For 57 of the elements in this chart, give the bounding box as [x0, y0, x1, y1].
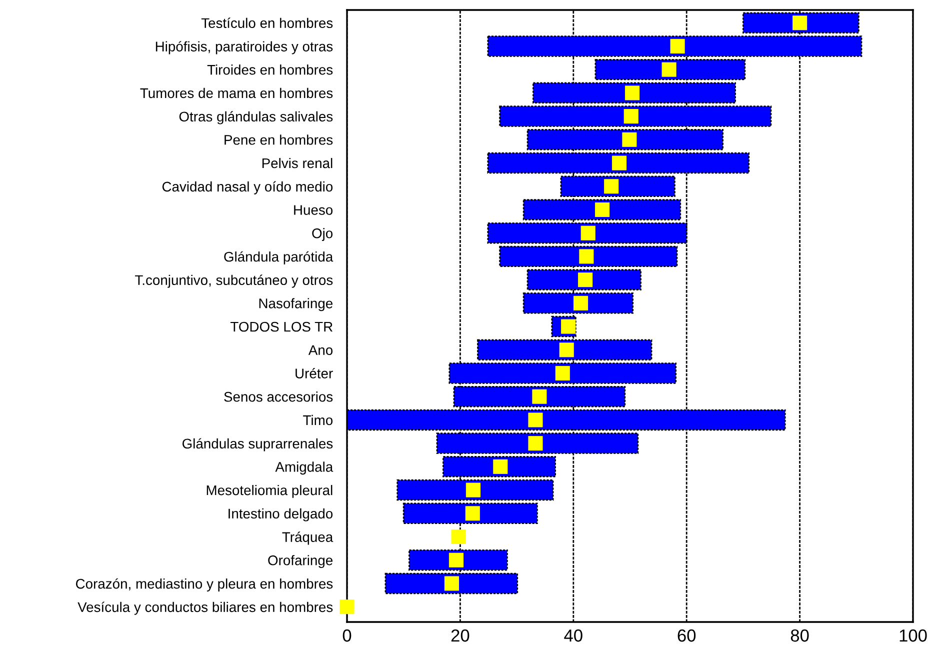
x-tick-label: 20: [451, 629, 470, 642]
point: [465, 506, 480, 521]
y-tick-label: Tráquea: [282, 532, 334, 545]
y-tick-label: Pelvis renal: [262, 158, 332, 168]
point: [493, 459, 508, 474]
point: [466, 482, 480, 498]
x-tick-label: 40: [564, 629, 582, 642]
point: [579, 249, 594, 264]
point: [340, 600, 354, 614]
point: [604, 179, 619, 194]
point: [662, 62, 676, 77]
y-tick-label: Intestino delgado: [228, 508, 333, 522]
y-tick-label: Nasofaringe: [259, 298, 332, 312]
y-tick-label: Senos accesorios: [224, 392, 333, 402]
point: [559, 342, 574, 358]
y-tick-label: Uréter: [296, 368, 333, 378]
point: [528, 436, 543, 451]
y-tick-label: Testículo en hombres: [201, 18, 333, 28]
y-tick-label: Glándulas suprarrenales: [182, 438, 333, 452]
point: [624, 86, 640, 100]
point: [532, 389, 547, 404]
point: [444, 576, 459, 591]
y-tick-label: Hipófisis, paratiroides y otras: [156, 41, 333, 54]
y-tick-label: Ano: [308, 345, 333, 356]
point: [573, 296, 588, 310]
y-tick-label: Pene en hombres: [224, 134, 333, 145]
point: [624, 109, 638, 124]
point: [448, 552, 464, 568]
point: [555, 366, 570, 381]
point: [792, 16, 808, 30]
point: [580, 226, 596, 240]
y-tick-label: Otras glándulas salivales: [179, 111, 333, 124]
x-tick-label: 60: [678, 629, 696, 642]
y-tick-label: Tiroides en hombres: [207, 64, 333, 75]
y-tick-label: Corazón, mediastino y pleura en hombres: [76, 578, 333, 592]
point: [594, 202, 610, 217]
y-tick-label: Mesoteliomia pleural: [206, 484, 332, 498]
y-tick-label: Ojo: [312, 228, 333, 241]
point: [451, 529, 466, 544]
y-tick-label: Timo: [303, 414, 333, 426]
y-tick-label: Amigdala: [275, 462, 334, 475]
y-tick-label: T.conjuntivo, subcutáneo y otros: [135, 274, 333, 288]
point: [612, 156, 627, 170]
point: [528, 412, 543, 428]
y-tick-label: TODOS LOS TR: [230, 322, 332, 332]
y-tick-label: Cavidad nasal y oído medio: [162, 181, 333, 194]
y-tick-label: Hueso: [294, 205, 333, 215]
y-tick-label: Tumores de mama en hombres: [140, 88, 333, 98]
y-tick-label: Glándula parótida: [224, 251, 334, 264]
x-tick-label: 80: [790, 629, 809, 642]
point: [622, 132, 637, 147]
x-tick-label: 0: [342, 629, 352, 642]
point: [670, 38, 685, 54]
x-tick-label: 100: [900, 629, 927, 642]
y-tick-label: Orofaringe: [268, 555, 332, 568]
y-tick-label: Vesícula y conductos biliares en hombres: [78, 602, 333, 615]
point: [578, 272, 593, 288]
